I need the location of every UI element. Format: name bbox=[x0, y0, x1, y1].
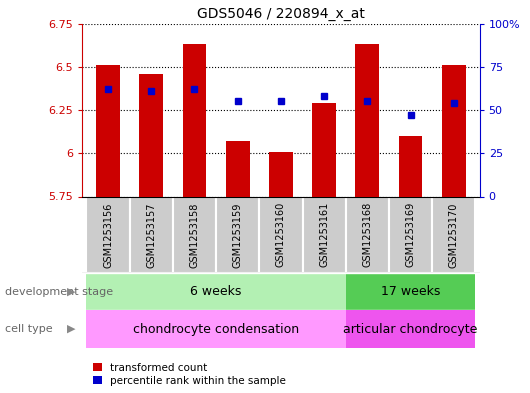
Title: GDS5046 / 220894_x_at: GDS5046 / 220894_x_at bbox=[197, 7, 365, 21]
Bar bbox=[269, 152, 293, 196]
Bar bbox=[259, 196, 303, 273]
Text: GSM1253169: GSM1253169 bbox=[405, 202, 416, 268]
Bar bbox=[442, 65, 466, 196]
Bar bbox=[183, 44, 206, 196]
Bar bbox=[432, 196, 475, 273]
Bar bbox=[139, 74, 163, 196]
Bar bbox=[216, 196, 259, 273]
Text: cell type: cell type bbox=[5, 324, 53, 334]
Bar bbox=[346, 196, 389, 273]
Bar bbox=[226, 141, 250, 196]
Bar bbox=[96, 65, 120, 196]
Bar bbox=[356, 44, 379, 196]
Bar bbox=[86, 196, 130, 273]
Bar bbox=[346, 273, 475, 310]
Text: GSM1253157: GSM1253157 bbox=[146, 202, 156, 268]
Text: GSM1253161: GSM1253161 bbox=[319, 202, 329, 268]
Bar bbox=[173, 196, 216, 273]
Text: 6 weeks: 6 weeks bbox=[190, 285, 242, 298]
Text: ▶: ▶ bbox=[67, 324, 76, 334]
Bar bbox=[86, 310, 346, 348]
Text: GSM1253170: GSM1253170 bbox=[449, 202, 459, 268]
Text: 17 weeks: 17 weeks bbox=[381, 285, 440, 298]
Bar bbox=[312, 103, 336, 196]
Text: chondrocyte condensation: chondrocyte condensation bbox=[133, 323, 299, 336]
Bar bbox=[86, 273, 346, 310]
Bar bbox=[399, 136, 422, 196]
Text: development stage: development stage bbox=[5, 287, 113, 297]
Text: GSM1253156: GSM1253156 bbox=[103, 202, 113, 268]
Bar bbox=[346, 310, 475, 348]
Bar bbox=[130, 196, 173, 273]
Text: GSM1253158: GSM1253158 bbox=[190, 202, 199, 268]
Bar bbox=[303, 196, 346, 273]
Text: GSM1253159: GSM1253159 bbox=[233, 202, 243, 268]
Text: GSM1253168: GSM1253168 bbox=[363, 202, 372, 268]
Legend: transformed count, percentile rank within the sample: transformed count, percentile rank withi… bbox=[93, 363, 286, 386]
Text: ▶: ▶ bbox=[67, 287, 76, 297]
Text: GSM1253160: GSM1253160 bbox=[276, 202, 286, 268]
Bar bbox=[389, 196, 432, 273]
Text: articular chondrocyte: articular chondrocyte bbox=[343, 323, 478, 336]
